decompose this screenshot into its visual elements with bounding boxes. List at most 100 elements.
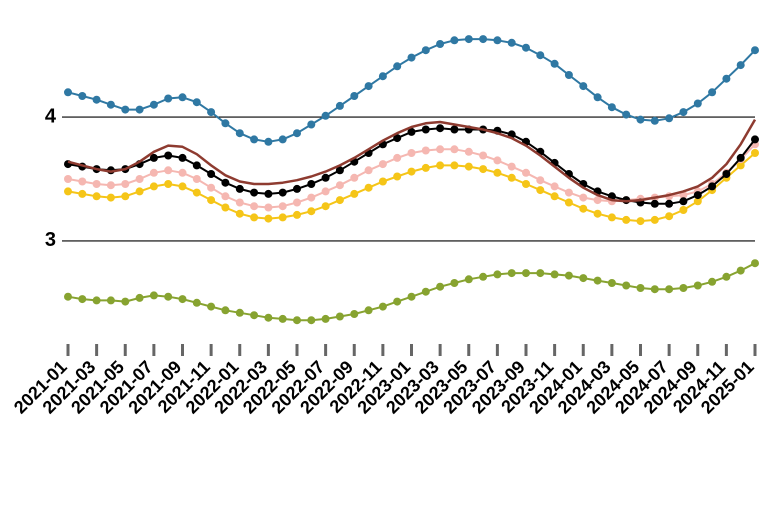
- series-green-marker: [293, 316, 301, 324]
- series-yellow-marker: [207, 196, 215, 204]
- series-green-marker: [179, 295, 187, 303]
- series-blue-marker: [536, 51, 544, 59]
- series-yellow-marker: [365, 184, 373, 192]
- series-blue-marker: [136, 106, 144, 114]
- series-yellow-marker: [493, 169, 501, 177]
- series-pink-marker: [279, 202, 287, 210]
- series-blue-marker: [207, 108, 215, 116]
- series-pink-marker: [450, 145, 458, 153]
- series-blue-marker: [393, 62, 401, 70]
- series-blue-marker: [637, 116, 645, 124]
- series-green-marker: [350, 310, 358, 318]
- series-yellow-marker: [293, 211, 301, 219]
- series-black-marker: [279, 189, 287, 197]
- series-yellow-marker: [78, 190, 86, 198]
- series-yellow-marker: [193, 189, 201, 197]
- series-green-marker: [250, 311, 258, 319]
- series-yellow-marker: [221, 204, 229, 212]
- series-pink-marker: [436, 145, 444, 153]
- series-blue-marker: [422, 46, 430, 54]
- series-green-marker: [121, 298, 129, 306]
- series-yellow-marker: [250, 213, 258, 221]
- series-green-marker: [536, 269, 544, 277]
- series-yellow-marker: [479, 165, 487, 173]
- series-pink-marker: [221, 192, 229, 200]
- series-green-marker: [665, 285, 673, 293]
- series-blue-marker: [193, 98, 201, 106]
- series-pink-marker: [150, 169, 158, 177]
- series-green-marker: [679, 284, 687, 292]
- series-green-marker: [164, 293, 172, 301]
- series-green-marker: [594, 277, 602, 285]
- series-yellow-marker: [608, 213, 616, 221]
- series-pink-marker: [64, 175, 72, 183]
- series-green-marker: [193, 299, 201, 307]
- series-green-marker: [136, 294, 144, 302]
- series-green-marker: [608, 279, 616, 287]
- series-blue-marker: [78, 92, 86, 100]
- series-blue-marker: [465, 35, 473, 43]
- series-green-marker: [379, 303, 387, 311]
- series-yellow-marker: [465, 163, 473, 171]
- series-black-marker: [207, 170, 215, 178]
- series-blue-marker: [450, 36, 458, 44]
- series-yellow-marker: [279, 213, 287, 221]
- series-pink-marker: [136, 175, 144, 183]
- series-green-marker: [708, 278, 716, 286]
- series-yellow-marker: [551, 192, 559, 200]
- series-pink-marker: [365, 166, 373, 174]
- series-pink-marker: [193, 175, 201, 183]
- series-yellow-marker: [107, 194, 115, 202]
- series-blue-marker: [665, 114, 673, 122]
- series-green-marker: [450, 279, 458, 287]
- series-black-marker: [450, 126, 458, 134]
- series-green-marker: [651, 285, 659, 293]
- series-yellow-marker: [594, 210, 602, 218]
- series-pink-marker: [379, 160, 387, 168]
- series-pink-marker: [78, 178, 86, 186]
- line-chart: 342021-012021-032021-052021-072021-09202…: [0, 0, 768, 512]
- series-black-line: [68, 128, 755, 204]
- series-black-marker: [436, 124, 444, 132]
- series-blue-marker: [522, 44, 530, 52]
- series-pink-marker: [179, 169, 187, 177]
- series-green-marker: [393, 298, 401, 306]
- series-yellow-marker: [436, 161, 444, 169]
- series-black-marker: [322, 174, 330, 182]
- series-yellow-marker: [64, 187, 72, 195]
- series-black-marker: [722, 170, 730, 178]
- series-black-marker: [737, 154, 745, 162]
- series-yellow-marker: [179, 182, 187, 190]
- series-pink-marker: [565, 189, 573, 197]
- series-green-marker: [236, 309, 244, 317]
- series-black-marker: [307, 180, 315, 188]
- series-black-marker: [236, 185, 244, 193]
- series-green-marker: [637, 284, 645, 292]
- series-green-marker: [551, 270, 559, 278]
- series-pink-marker: [579, 194, 587, 202]
- series-pink-marker: [508, 163, 516, 171]
- series-yellow-marker: [751, 149, 759, 157]
- series-blue-marker: [751, 46, 759, 54]
- series-pink-marker: [479, 152, 487, 160]
- series-pink-marker: [107, 181, 115, 189]
- series-pink-marker: [164, 166, 172, 174]
- series-green-marker: [465, 275, 473, 283]
- series-green-marker: [694, 282, 702, 290]
- series-yellow-marker: [637, 217, 645, 225]
- series-black-marker: [179, 154, 187, 162]
- series-blue-marker: [307, 121, 315, 129]
- series-black-marker: [651, 200, 659, 208]
- series-yellow-marker: [393, 173, 401, 181]
- series-yellow-marker: [408, 168, 416, 176]
- series-blue-marker: [708, 88, 716, 96]
- series-blue-marker: [651, 117, 659, 125]
- series-green-marker: [737, 267, 745, 275]
- series-green-marker: [336, 313, 344, 321]
- series-green-marker: [722, 273, 730, 281]
- series-blue-marker: [594, 93, 602, 101]
- series-yellow-marker: [93, 192, 101, 200]
- series-yellow-marker: [665, 212, 673, 220]
- series-green-marker: [751, 259, 759, 267]
- series-pink-marker: [336, 181, 344, 189]
